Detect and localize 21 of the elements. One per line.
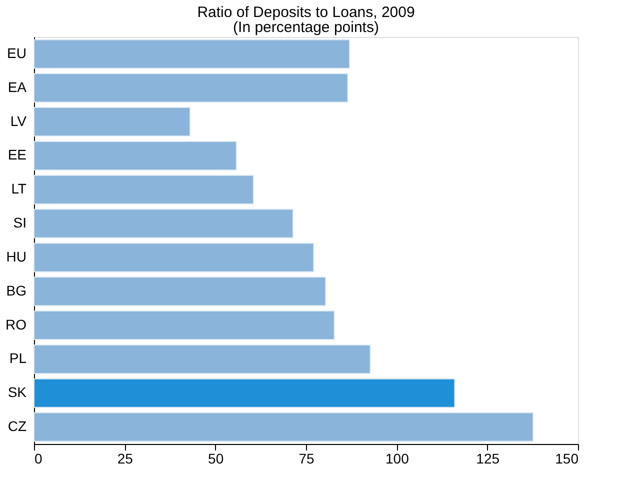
x-tick-label: 50 (208, 450, 224, 466)
y-tick-label: RO (6, 316, 27, 332)
x-tick-label: 25 (117, 450, 134, 466)
y-tick-label: CZ (8, 418, 27, 434)
x-tick-label: 100 (385, 450, 410, 466)
y-tick-label: EA (8, 78, 28, 95)
y-tick-label: EE (8, 146, 26, 163)
y-tick-label: BG (6, 282, 26, 298)
chart-title: Ratio of Deposits to Loans, 2009 (197, 4, 415, 21)
x-tick-label: 0 (34, 450, 42, 466)
y-tick-label: LT (11, 180, 27, 197)
y-tick-label: PL (9, 350, 27, 366)
x-tick-label: 150 (555, 450, 579, 466)
chart-subtitle: (In percentage points) (233, 19, 379, 36)
x-tick-label: 75 (298, 450, 314, 466)
y-tick-label: LV (10, 112, 28, 129)
y-tick-label: EU (7, 44, 26, 61)
y-tick-label: HU (6, 248, 26, 264)
y-tick-label: SI (13, 214, 26, 231)
y-tick-label: SK (8, 384, 28, 400)
x-tick-label: 125 (476, 450, 500, 466)
